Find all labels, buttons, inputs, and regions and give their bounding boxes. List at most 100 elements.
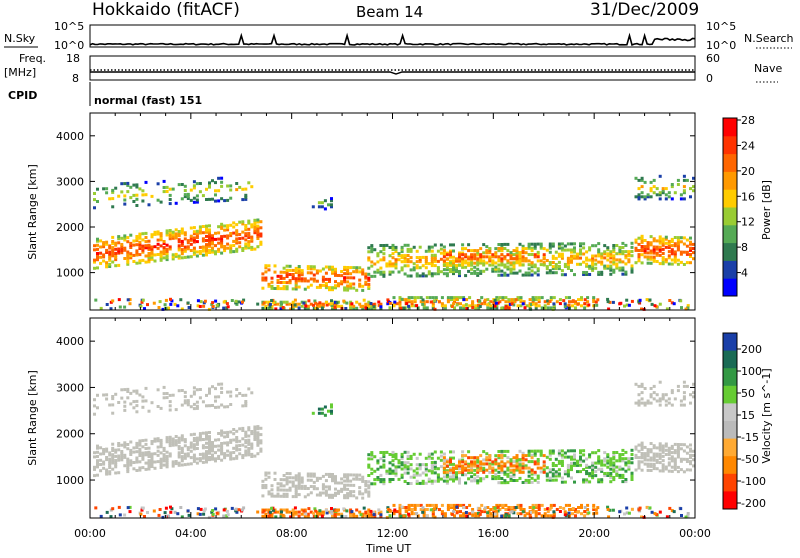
velocity-cell <box>563 510 567 514</box>
velocity-cell <box>135 391 139 395</box>
power-cell <box>667 244 671 247</box>
power-cell <box>261 272 265 276</box>
power-cell <box>208 181 211 185</box>
power-cell <box>467 263 471 267</box>
velocity-cell <box>621 453 625 456</box>
power-cell <box>661 237 665 241</box>
power-cell <box>495 304 499 308</box>
velocity-cell <box>649 456 653 460</box>
power-cell <box>649 251 653 255</box>
velocity-cell <box>573 453 576 457</box>
power-cell <box>372 303 375 307</box>
velocity-cell <box>500 468 504 472</box>
power-cell <box>503 273 507 277</box>
velocity-cell <box>512 479 516 482</box>
power-cell <box>679 197 683 201</box>
velocity-cell <box>241 404 245 408</box>
power-cell <box>318 285 322 289</box>
power-cell <box>459 296 462 300</box>
power-cell <box>126 260 130 264</box>
power-cell <box>150 235 154 239</box>
power-cell <box>692 185 695 189</box>
velocity-cell <box>655 467 659 471</box>
power-cell <box>521 255 525 259</box>
velocity-cell <box>117 456 121 460</box>
power-cell <box>300 304 304 308</box>
power-cell <box>279 307 283 311</box>
power-cell <box>247 231 251 235</box>
power-cell <box>554 267 558 271</box>
velocity-cell <box>482 477 486 481</box>
velocity-cell <box>108 470 112 474</box>
power-cell <box>415 304 419 308</box>
colorbar-swatch <box>723 491 737 510</box>
velocity-cell <box>96 461 99 465</box>
velocity-cell <box>279 484 283 488</box>
power-cell <box>244 232 248 236</box>
velocity-cell <box>652 458 656 462</box>
velocity-cell <box>510 510 514 514</box>
velocity-cell <box>352 473 356 477</box>
velocity-cell <box>294 490 298 494</box>
power-cell <box>612 244 616 247</box>
power-cell <box>165 247 169 251</box>
power-cell <box>303 287 307 291</box>
power-cell <box>223 234 227 238</box>
power-cell <box>606 248 610 252</box>
power-cell <box>165 231 169 235</box>
velocity-cell <box>533 460 537 464</box>
power-cell <box>143 307 146 311</box>
velocity-cell <box>165 438 169 442</box>
power-cell <box>328 280 331 283</box>
velocity-cell <box>162 459 166 463</box>
velocity-cell <box>612 463 616 467</box>
velocity-cell <box>379 480 383 484</box>
velocity-cell <box>214 387 217 391</box>
velocity-cell <box>264 477 268 481</box>
velocity-cell <box>406 454 410 458</box>
power-cell <box>244 187 248 191</box>
velocity-cell <box>512 456 516 460</box>
power-cell <box>114 264 118 268</box>
nsky-tick-lo-right: 10^0 <box>706 39 736 52</box>
velocity-cell <box>489 512 493 516</box>
velocity-cell <box>211 443 214 447</box>
power-cell <box>294 283 298 287</box>
velocity-cell <box>208 458 211 462</box>
power-cell <box>192 184 196 188</box>
velocity-cell <box>346 477 350 481</box>
velocity-cell <box>634 445 638 449</box>
velocity-cell <box>321 491 325 495</box>
power-cell <box>195 194 199 198</box>
power-cell <box>603 250 607 254</box>
power-cell <box>623 304 626 308</box>
velocity-cell <box>211 447 214 451</box>
power-cell <box>512 249 516 253</box>
power-cell <box>439 257 443 261</box>
velocity-cell <box>518 470 522 474</box>
power-cell <box>418 260 422 264</box>
velocity-cell <box>548 507 552 511</box>
power-cell <box>554 250 558 254</box>
power-cell <box>355 270 359 274</box>
power-cell <box>379 258 383 262</box>
power-cell <box>126 254 130 258</box>
power-cell <box>603 266 607 270</box>
velocity-cell <box>585 457 589 461</box>
power-cell <box>533 242 537 246</box>
power-cell <box>467 255 471 259</box>
velocity-cell <box>132 406 136 410</box>
power-cell <box>557 244 561 248</box>
power-cell <box>358 278 362 282</box>
power-cell <box>609 250 613 254</box>
velocity-cell <box>522 508 526 511</box>
power-cell <box>421 302 425 306</box>
power-cell <box>392 302 396 306</box>
velocity-cell <box>482 450 486 454</box>
power-cell <box>667 262 671 266</box>
power-cell <box>512 303 516 307</box>
power-cell <box>285 287 289 291</box>
velocity-cell <box>132 461 136 464</box>
velocity-cell <box>527 480 531 484</box>
